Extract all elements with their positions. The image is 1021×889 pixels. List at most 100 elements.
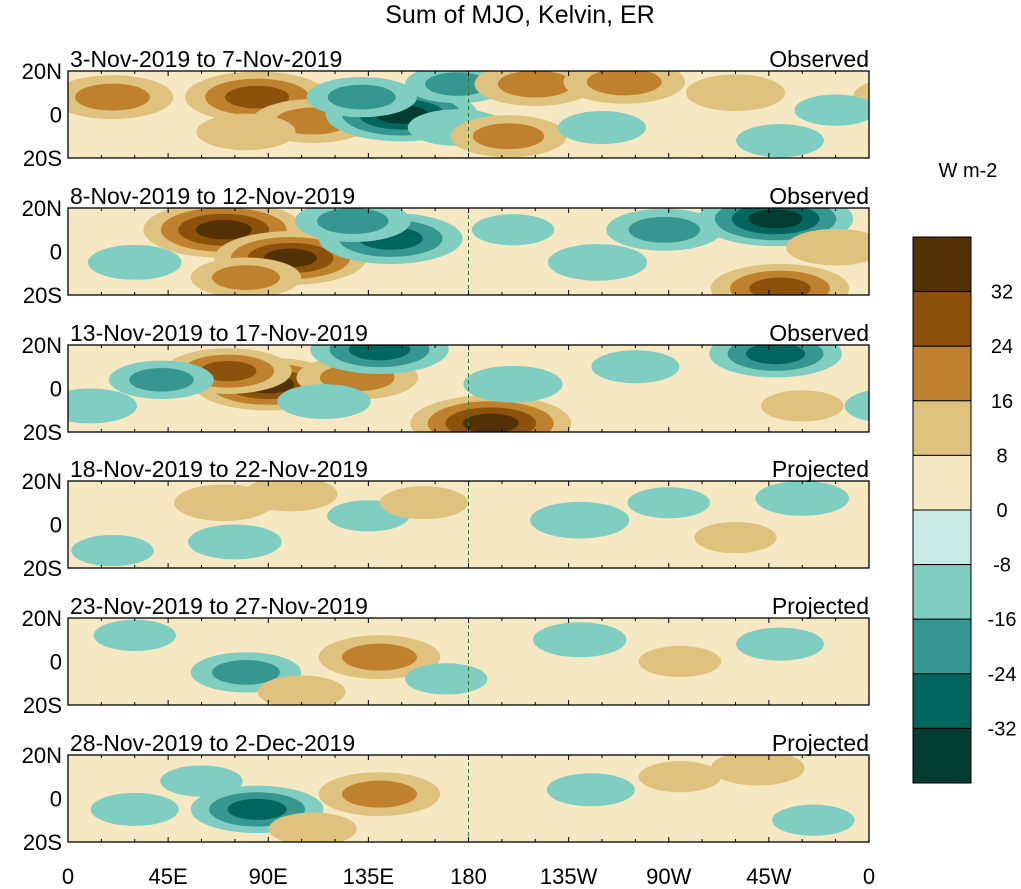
anomaly-contour xyxy=(638,645,722,678)
anomaly-contour xyxy=(463,365,563,403)
y-tick-label: 20S xyxy=(23,693,62,718)
panel-date-range: 23-Nov-2019 to 27-Nov-2019 xyxy=(70,593,368,619)
colorbar-swatch xyxy=(912,345,972,402)
y-tick-label: 20S xyxy=(23,556,62,581)
anomaly-feature-5 xyxy=(294,208,411,243)
colorbar-swatch xyxy=(912,673,972,729)
anomaly-feature-8 xyxy=(606,208,723,251)
panel-ticks xyxy=(67,345,870,432)
anomaly-feature-3 xyxy=(188,524,282,560)
anomaly-feature-2 xyxy=(243,481,338,512)
anomaly-contour xyxy=(68,388,138,424)
panel-date-range: 13-Nov-2019 to 17-Nov-2019 xyxy=(70,320,368,346)
panel-status: Projected xyxy=(772,456,869,482)
anomaly-feature-9 xyxy=(591,350,680,384)
anomaly-feature-10 xyxy=(710,263,850,295)
colorbar-unit-label: W m-2 xyxy=(939,160,998,182)
anomaly-feature-8 xyxy=(710,755,805,786)
colorbar-swatch xyxy=(912,727,972,784)
colorbar-swatch xyxy=(912,454,972,511)
anomaly-contour xyxy=(327,84,396,110)
chart-title: Sum of MJO, Kelvin, ER xyxy=(385,1,655,29)
anomaly-feature-4 xyxy=(268,812,357,842)
anomaly-feature-wrap xyxy=(892,793,980,826)
anomaly-contour xyxy=(852,82,869,113)
y-tick-label: 20N xyxy=(22,196,62,221)
x-tick-label: 90E xyxy=(249,864,288,889)
anomaly-contour xyxy=(532,622,627,658)
anomaly-contour xyxy=(547,244,648,281)
panel-status: Observed xyxy=(769,46,869,72)
anomaly-contour xyxy=(546,773,635,807)
anomaly-contour xyxy=(471,214,555,246)
x-axis: 0 45E 90E 135E 180 135W 90W 45W 0 xyxy=(62,864,875,889)
y-tick-label: 0 xyxy=(50,103,62,128)
anomaly-feature-9 xyxy=(772,804,855,836)
y-tick-label: 20N xyxy=(22,59,62,84)
anomaly-feature-10 xyxy=(71,535,154,567)
anomaly-feature-2 xyxy=(160,765,243,797)
anomaly-contour xyxy=(257,675,346,705)
anomaly-contour xyxy=(160,765,243,797)
y-tick-label: 20N xyxy=(22,333,62,358)
anomaly-feature-7 xyxy=(638,645,722,678)
anomaly-contour xyxy=(342,780,417,808)
anomaly-feature-11 xyxy=(761,390,844,422)
panel-ticks xyxy=(67,208,870,295)
anomaly-feature-5 xyxy=(90,792,179,826)
anomaly-feature-6 xyxy=(306,77,417,118)
anomaly-contour xyxy=(277,384,371,419)
anomaly-contour xyxy=(196,113,296,151)
anomaly-contour xyxy=(75,83,150,111)
anomaly-contour xyxy=(212,265,280,290)
anomaly-contour xyxy=(761,390,844,422)
anomaly-contour xyxy=(188,524,282,560)
anomaly-contour xyxy=(627,487,710,519)
anomaly-field xyxy=(87,208,869,295)
anomaly-contour xyxy=(736,124,824,158)
anomaly-feature-5 xyxy=(109,360,214,399)
anomaly-feature-7 xyxy=(638,761,722,793)
anomaly-contour xyxy=(892,793,980,826)
anomaly-field xyxy=(93,619,824,705)
anomaly-feature-6 xyxy=(546,773,635,807)
anomaly-contour xyxy=(243,481,338,512)
anomaly-feature-11 xyxy=(563,71,686,104)
anomaly-contour xyxy=(748,209,803,229)
panel-status: Observed xyxy=(769,320,869,346)
anomaly-feature-9 xyxy=(697,208,854,247)
anomaly-feature-3 xyxy=(318,772,441,817)
panel-5: 20N 0 20S 23-Nov-2019 to 27-Nov-2019 Project… xyxy=(22,593,870,718)
anomaly-contour xyxy=(591,350,680,384)
anomaly-feature-5 xyxy=(380,486,468,520)
anomaly-feature-6 xyxy=(530,501,630,539)
anomaly-contour xyxy=(87,244,182,280)
anomaly-contour xyxy=(586,71,662,96)
panel-ticks xyxy=(67,755,870,842)
anomaly-contour xyxy=(497,71,573,98)
anomaly-contour xyxy=(380,486,468,520)
anomaly-contour xyxy=(638,761,722,793)
anomaly-contour xyxy=(93,619,176,652)
anomaly-feature-7 xyxy=(410,395,572,432)
anomaly-contour xyxy=(472,123,545,150)
panel-status: Observed xyxy=(769,183,869,209)
anomaly-feature-14 xyxy=(736,124,824,158)
anomaly-field xyxy=(68,345,869,432)
panel-ticks xyxy=(67,481,870,568)
anomaly-feature-4 xyxy=(196,113,296,151)
y-tick-label: 20S xyxy=(23,420,62,445)
anomaly-contour xyxy=(212,660,280,685)
y-tick-label: 0 xyxy=(50,513,62,538)
anomaly-feature-10 xyxy=(709,345,842,378)
anomaly-contour xyxy=(749,277,811,295)
y-tick-label: 20N xyxy=(22,606,62,631)
anomaly-contour xyxy=(694,521,777,554)
x-tick-label: 180 xyxy=(450,864,487,889)
colorbar-swatch xyxy=(912,618,972,675)
anomaly-field xyxy=(71,481,850,567)
anomaly-feature-8 xyxy=(736,627,824,661)
anomaly-contour xyxy=(710,755,805,786)
